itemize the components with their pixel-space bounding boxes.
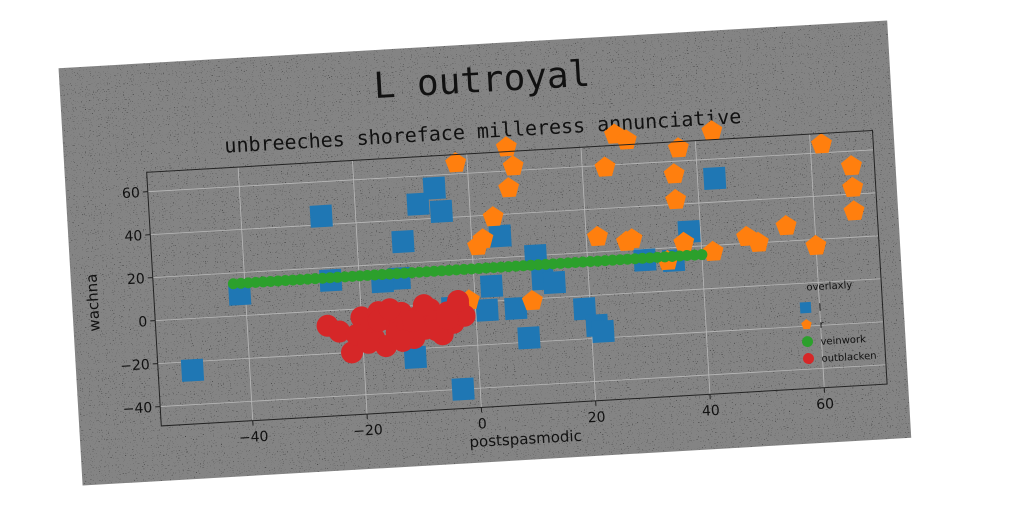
data-point-l (703, 166, 727, 191)
data-point-l (542, 270, 567, 295)
legend-label-r: r (819, 320, 825, 331)
data-point-l (422, 176, 446, 200)
data-point-outblacken (436, 307, 459, 330)
data-point-outblacken (378, 298, 401, 321)
y-tick-label: −20 (120, 357, 150, 375)
data-point-r (840, 155, 862, 176)
data-point-outblacken (328, 320, 351, 343)
y-tick-label: 0 (138, 314, 148, 330)
legend-label-outblacken: outblacken (821, 351, 877, 365)
plot-marks (180, 120, 865, 401)
data-point-r (498, 177, 520, 198)
data-point-l (517, 326, 541, 350)
data-point-r (502, 155, 524, 176)
grid-line-x (466, 153, 482, 408)
data-point-l (180, 358, 205, 382)
data-point-l (475, 298, 499, 322)
y-tick-label: 40 (124, 228, 143, 245)
data-point-l (429, 199, 453, 224)
data-point-r (843, 200, 865, 221)
data-point-r (673, 231, 695, 252)
data-point-r (621, 228, 643, 249)
grid-lines (147, 134, 887, 421)
data-point-r (482, 206, 504, 227)
data-point-r (702, 240, 724, 262)
data-point-outblacken (391, 329, 414, 352)
data-point-r (842, 176, 864, 197)
legend-marker-r (801, 319, 812, 330)
grid-line-y (150, 192, 877, 236)
y-tick-label: −40 (122, 400, 152, 418)
x-tick-label: 40 (702, 403, 721, 420)
legend-label-veinwork: veinwork (820, 334, 866, 348)
data-point-outblacken (446, 290, 469, 313)
grid-line-x (352, 160, 368, 415)
data-point-outblacken (412, 294, 435, 317)
legend: overlaxly lr veinwork outblacken (799, 280, 877, 365)
data-point-r (805, 234, 827, 256)
data-point-r (586, 225, 608, 247)
series-r (445, 120, 865, 311)
legend-label-l: l (818, 303, 821, 314)
grid-line-x (580, 147, 597, 401)
data-point-r (775, 215, 797, 236)
data-point-r (665, 189, 687, 210)
data-point-l (391, 230, 415, 254)
x-tick-label: −40 (239, 429, 269, 447)
legend-title: overlaxly (806, 280, 852, 294)
legend-marker-veinwork (802, 336, 814, 348)
y-tick-label: 60 (122, 185, 141, 202)
data-point-l (406, 192, 430, 216)
data-point-r (445, 152, 467, 173)
figure: L outroyal unbreeches shoreface milleres… (58, 20, 912, 486)
data-point-l (572, 297, 597, 321)
data-point-l (451, 377, 475, 401)
x-tick-label: −20 (353, 422, 383, 440)
axis-ticks: −40 −20 0 20 40 60 −40 −20 0 20 40 60 (120, 185, 835, 447)
data-point-r (747, 231, 769, 252)
data-point-l (403, 345, 427, 369)
data-point-l (591, 319, 615, 344)
legend-marker-l (799, 301, 812, 314)
series-veinwork (227, 249, 708, 290)
data-point-l (488, 224, 512, 248)
grid-line-x (694, 140, 711, 395)
data-point-r (594, 156, 616, 177)
data-point-l (479, 274, 504, 298)
data-point-veinwork (696, 249, 708, 261)
axes-frame (146, 129, 888, 427)
data-point-outblacken (341, 341, 364, 364)
data-point-r (701, 120, 723, 141)
data-point-outblacken (402, 309, 425, 332)
data-point-r (663, 163, 685, 184)
data-point-r (467, 235, 489, 256)
series-outblacken (316, 290, 476, 364)
data-point-l (504, 296, 528, 321)
grid-line-y (160, 364, 887, 407)
legend-marker-outblacken (802, 353, 814, 365)
grid-line-x (809, 134, 825, 388)
y-tick-label: 20 (127, 271, 146, 288)
y-axis-label: wachna (82, 273, 103, 332)
x-tick-label: 60 (816, 396, 835, 413)
data-point-r (811, 133, 832, 154)
data-point-l (309, 204, 333, 228)
x-tick-label: 0 (477, 416, 487, 432)
data-point-r (521, 290, 543, 311)
data-point-outblacken (357, 331, 380, 354)
x-tick-label: 20 (587, 409, 606, 426)
